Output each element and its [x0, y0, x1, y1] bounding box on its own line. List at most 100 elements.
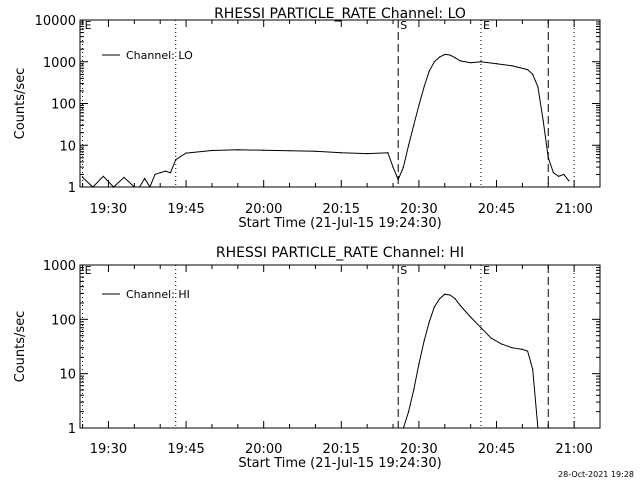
- chart-hi-panel: RHESSI PARTICLE_RATE Channel: HI Start Ti…: [13, 245, 601, 471]
- data-point: [123, 176, 125, 178]
- data-point: [537, 86, 539, 88]
- y-tick-label: 10: [59, 139, 76, 154]
- y-tick-label: 100: [51, 98, 76, 113]
- data-point: [526, 350, 529, 352]
- series-line: [82, 53, 570, 189]
- data-point: [470, 62, 472, 64]
- data-point: [314, 150, 317, 152]
- legend-label: Channel: HI: [126, 288, 190, 301]
- legend-label: Channel: LO: [126, 49, 193, 62]
- y-tick-label: 1000: [43, 56, 76, 71]
- series-line: [402, 293, 539, 429]
- data-point: [211, 149, 213, 152]
- data-point: [392, 166, 394, 168]
- data-point: [439, 56, 441, 58]
- data-point: [159, 172, 161, 174]
- data-point: [521, 348, 523, 350]
- x-tick-label: 19:30: [90, 202, 127, 217]
- x-axis-label: Start Time (21-Jul-15 19:24:30): [238, 456, 441, 471]
- data-point: [495, 63, 498, 65]
- data-point: [433, 61, 436, 63]
- x-tick-label: 19:45: [167, 442, 204, 457]
- event-marker-label: E: [85, 19, 92, 32]
- data-point: [263, 149, 265, 151]
- event-marker-label: S: [400, 19, 407, 32]
- chart-title: RHESSI PARTICLE_RATE Channel: LO: [214, 6, 466, 22]
- data-point: [113, 186, 115, 188]
- data-point: [418, 363, 420, 365]
- data-point: [439, 298, 441, 300]
- data-point: [149, 186, 151, 188]
- data-point: [185, 152, 187, 154]
- data-point: [133, 186, 135, 188]
- data-point: [537, 427, 539, 429]
- x-tick-label: 21:00: [555, 202, 592, 217]
- data-point: [511, 347, 513, 349]
- data-point: [558, 175, 560, 177]
- data-point: [449, 294, 451, 296]
- x-tick-label: 20:30: [400, 442, 437, 457]
- data-point: [542, 119, 544, 121]
- data-point: [169, 172, 172, 174]
- data-point: [413, 124, 415, 126]
- data-point: [423, 86, 425, 88]
- chart-title: RHESSI PARTICLE_RATE Channel: HI: [216, 245, 464, 261]
- event-marker-label: S: [400, 264, 407, 277]
- data-point: [449, 54, 451, 56]
- event-marker-label: E: [483, 19, 490, 32]
- x-tick-label: 21:00: [555, 442, 592, 457]
- data-point: [532, 73, 534, 75]
- y-tick-label: 10: [59, 368, 76, 383]
- data-point: [154, 173, 156, 176]
- data-point: [552, 172, 555, 174]
- data-point: [423, 340, 425, 342]
- x-tick-label: 20:45: [478, 442, 515, 457]
- data-point: [340, 152, 342, 154]
- data-point: [413, 389, 415, 391]
- data-point: [532, 368, 534, 370]
- x-tick-label: 20:45: [478, 202, 515, 217]
- y-tick-label: 1: [68, 181, 76, 196]
- plot-frame: [79, 264, 601, 429]
- data-point: [144, 177, 146, 180]
- x-tick-label: 19:45: [167, 202, 204, 217]
- data-point: [397, 179, 399, 181]
- data-point: [402, 427, 404, 429]
- data-point: [563, 173, 565, 176]
- data-point: [459, 60, 461, 62]
- data-point: [164, 170, 166, 172]
- plot-frame: [79, 19, 601, 188]
- data-point: [407, 411, 410, 413]
- data-point: [288, 150, 291, 152]
- data-point: [490, 337, 492, 339]
- x-tick-label: 20:00: [245, 202, 282, 217]
- event-marker-label: E: [483, 264, 490, 277]
- timestamp-stamp: 28-Oct-2021 19:28: [558, 470, 634, 479]
- data-point: [402, 166, 404, 168]
- y-axis-label: Counts/sec: [13, 68, 28, 140]
- data-point: [138, 186, 141, 188]
- x-tick-label: 20:15: [323, 442, 360, 457]
- data-point: [102, 175, 104, 177]
- data-point: [526, 68, 529, 71]
- data-point: [433, 306, 436, 308]
- data-point: [501, 343, 503, 345]
- x-tick-label: 20:15: [323, 202, 360, 217]
- y-tick-label: 10000: [35, 14, 76, 29]
- data-point: [454, 57, 456, 59]
- event-marker-label: E: [85, 264, 92, 277]
- data-point: [511, 65, 513, 67]
- y-tick-label: 100: [51, 313, 76, 328]
- data-point: [175, 159, 177, 161]
- data-point: [237, 149, 239, 151]
- data-point: [568, 180, 570, 182]
- chart-lo-panel: RHESSI PARTICLE_RATE Channel: LO Start Ti…: [13, 6, 601, 231]
- x-tick-label: 19:30: [90, 442, 127, 457]
- data-point: [454, 298, 456, 300]
- x-tick-label: 20:30: [400, 202, 437, 217]
- data-point: [92, 186, 94, 188]
- y-tick-label: 1: [68, 422, 76, 437]
- data-point: [480, 327, 482, 329]
- data-point: [366, 153, 368, 155]
